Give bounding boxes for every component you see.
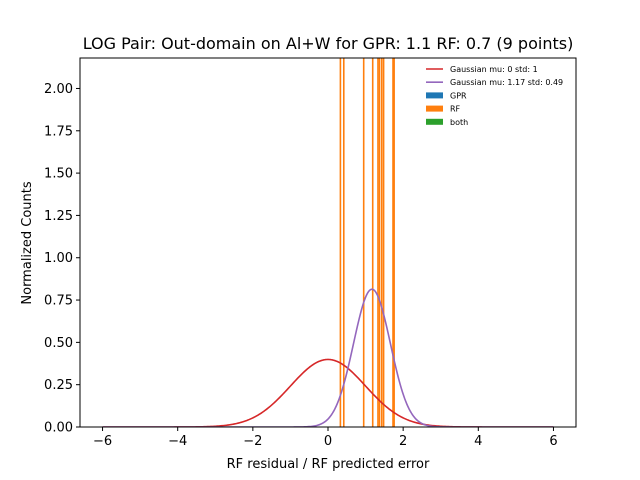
y-tick-label: 1.25 [44, 209, 73, 224]
legend-label: Gaussian mu: 1.17 std: 0.49 [450, 78, 563, 87]
legend-label: Gaussian mu: 0 std: 1 [450, 65, 538, 74]
y-tick-label: 0.75 [44, 294, 73, 309]
y-tick-label: 1.75 [44, 124, 73, 139]
legend-swatch-patch [426, 92, 443, 99]
y-tick-label: 2.00 [44, 82, 73, 97]
y-tick-label: 0.50 [44, 336, 73, 351]
x-tick-label: −2 [243, 434, 262, 449]
y-axis-label: Normalized Counts [20, 181, 35, 304]
legend-label: RF [450, 105, 461, 114]
legend-swatch-patch [426, 105, 443, 112]
legend-label: both [450, 118, 468, 127]
y-tick-label: 0.25 [44, 378, 73, 393]
axes: −6 −4 −2 0 2 4 6 0.00 0.25 0.50 0.75 1.00 1.25 1.50 1.… [44, 57, 577, 449]
gaussian-curve-1 [102, 288, 554, 427]
y-tick-label: 1.00 [44, 251, 73, 266]
x-tick-label: −4 [168, 434, 187, 449]
legend-label: GPR [450, 91, 467, 100]
x-tick-label: 4 [474, 434, 482, 449]
x-axis-label: RF residual / RF predicted error [227, 457, 430, 472]
x-tick-label: −6 [93, 434, 112, 449]
legend-swatch-patch [426, 118, 443, 125]
chart-title: LOG Pair: Out-domain on Al+W for GPR: 1.… [83, 34, 574, 53]
legend: Gaussian mu: 0 std: 1 Gaussian mu: 1.17 s… [426, 65, 563, 127]
x-tick-label: 6 [549, 434, 557, 449]
x-tick-label: 0 [324, 434, 332, 449]
y-tick-label: 1.50 [44, 167, 73, 182]
y-tick-label: 0.00 [44, 421, 73, 436]
x-tick-label: 2 [399, 434, 407, 449]
